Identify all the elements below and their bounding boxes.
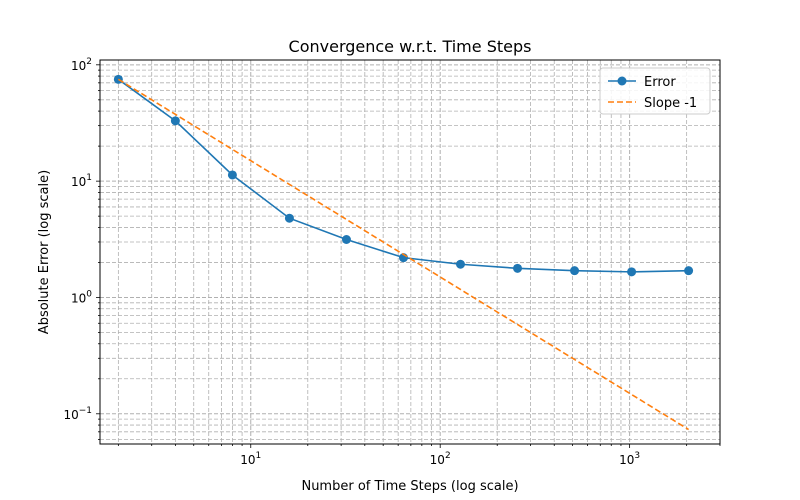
data-point: [513, 263, 523, 273]
chart-title: Convergence w.r.t. Time Steps: [289, 37, 532, 56]
x-axis-label: Number of Time Steps (log scale): [301, 479, 518, 494]
data-point: [627, 267, 637, 277]
legend: Error Slope -1: [599, 67, 711, 115]
grid: [100, 60, 721, 444]
y-tick-label: 102: [71, 57, 92, 73]
plot-frame: [99, 59, 721, 445]
data-point: [341, 235, 351, 245]
legend-label: Error: [644, 75, 676, 90]
y-tick-label: 101: [71, 173, 92, 189]
x-tick-label: 102: [430, 451, 451, 467]
legend-label: Slope -1: [644, 96, 697, 111]
series-layer: [113, 74, 694, 431]
data-point: [570, 266, 580, 276]
data-point: [284, 213, 294, 223]
x-tick-label: 103: [619, 451, 640, 467]
y-tick-label: 100: [71, 289, 92, 305]
series-line-1: [117, 78, 690, 431]
axis-ticks: 101 102 103 10−1 100 101 102: [63, 57, 721, 467]
y-tick-label: 10−1: [63, 406, 92, 422]
data-point: [684, 266, 694, 276]
x-tick-label: 101: [240, 451, 261, 467]
legend-marker: [617, 76, 627, 86]
data-point: [170, 116, 180, 126]
y-axis-label: Absolute Error (log scale): [37, 170, 52, 334]
data-point: [455, 259, 465, 269]
data-point: [227, 170, 237, 180]
